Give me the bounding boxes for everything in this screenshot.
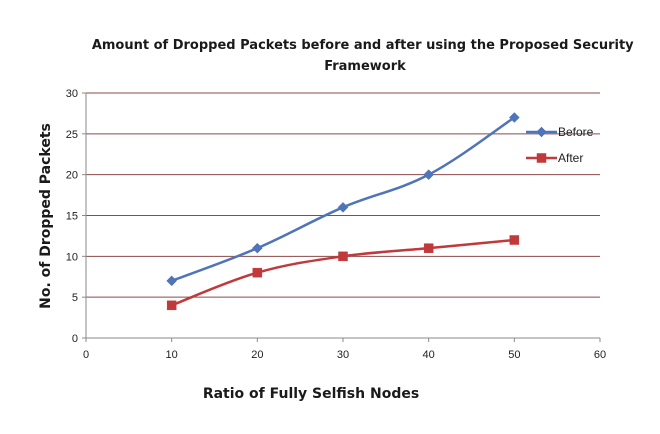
data-point-after [509, 235, 520, 245]
data-point-after [252, 267, 263, 278]
legend-label-after: After [558, 151, 583, 165]
axes [82, 92, 601, 342]
gridlines [86, 92, 600, 298]
y-tick-label: 15 [66, 211, 78, 223]
x-tick-label: 40 [423, 349, 435, 361]
data-point-before [166, 275, 178, 287]
chart-title-line-2: Framework [324, 59, 406, 74]
x-tick-label: 0 [83, 349, 89, 361]
tick-labels: 0 5 10 15 20 25 30 0 10 20 30 40 50 60 [66, 88, 606, 361]
data-point-before [251, 242, 263, 254]
y-tick-label: 0 [72, 333, 78, 345]
legend: Before After [526, 125, 594, 165]
series-after [166, 235, 520, 311]
x-axis-title: Ratio of Fully Selfish Nodes [203, 386, 419, 402]
plot-area [166, 112, 520, 311]
series-line-after [171, 238, 515, 307]
data-point-before [423, 169, 435, 181]
y-tick-label: 5 [72, 292, 78, 304]
data-point-after [423, 243, 434, 253]
y-tick-label: 10 [66, 251, 78, 263]
legend-item-after: After [526, 151, 583, 165]
legend-marker-before [536, 126, 547, 138]
y-tick-label: 25 [66, 129, 78, 141]
x-tick-label: 30 [337, 349, 349, 361]
y-tick-label: 30 [66, 88, 78, 100]
series-before [166, 112, 520, 287]
x-tick-label: 50 [508, 349, 520, 361]
y-axis-title: No. of Dropped Packets [38, 123, 54, 309]
legend-item-before: Before [526, 125, 594, 139]
chart-title: Amount of Dropped Packets before and aft… [92, 38, 638, 74]
legend-marker-after [536, 153, 547, 163]
data-point-after [338, 251, 348, 262]
data-point-before [337, 201, 349, 213]
data-point-before [508, 112, 520, 123]
chart-title-line-1: Amount of Dropped Packets before and aft… [92, 38, 634, 53]
x-tick-label: 60 [594, 349, 606, 361]
legend-label-before: Before [558, 125, 594, 139]
data-point-after [166, 300, 177, 311]
x-tick-label: 10 [166, 349, 178, 361]
y-tick-label: 20 [66, 170, 78, 182]
x-tick-label: 20 [251, 349, 263, 361]
